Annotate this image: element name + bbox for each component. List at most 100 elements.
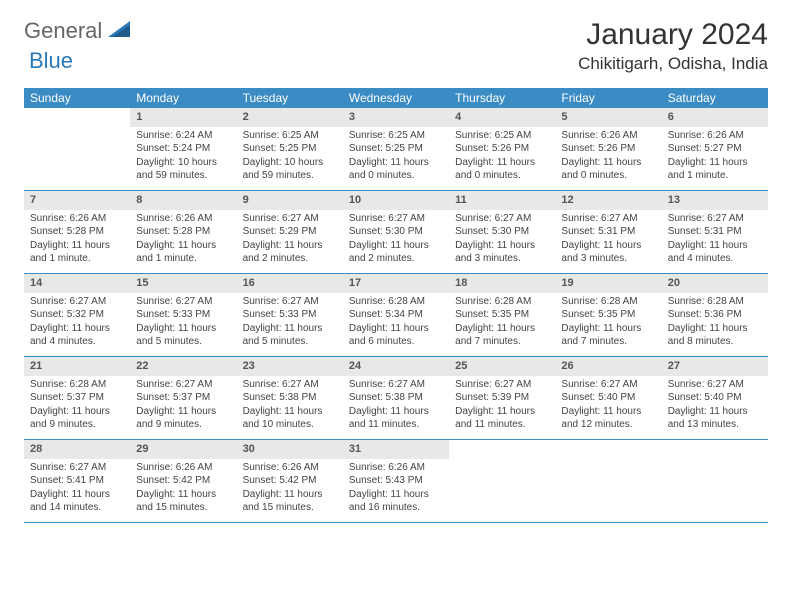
day-details: Sunrise: 6:26 AMSunset: 5:28 PMDaylight:…: [130, 210, 236, 272]
day-details: Sunrise: 6:28 AMSunset: 5:35 PMDaylight:…: [555, 293, 661, 355]
calendar-day-cell: 16Sunrise: 6:27 AMSunset: 5:33 PMDayligh…: [237, 274, 343, 356]
day-number: 6: [662, 108, 768, 127]
day-number: 10: [343, 191, 449, 210]
calendar-day-cell: 1Sunrise: 6:24 AMSunset: 5:24 PMDaylight…: [130, 108, 236, 190]
sunset-line: Sunset: 5:30 PM: [349, 225, 443, 239]
daylight-line: Daylight: 10 hours and 59 minutes.: [136, 156, 230, 183]
calendar-week-row: 28Sunrise: 6:27 AMSunset: 5:41 PMDayligh…: [24, 440, 768, 523]
day-details: Sunrise: 6:27 AMSunset: 5:38 PMDaylight:…: [343, 376, 449, 438]
daylight-line: Daylight: 11 hours and 8 minutes.: [668, 322, 762, 349]
day-details: Sunrise: 6:27 AMSunset: 5:41 PMDaylight:…: [24, 459, 130, 521]
daylight-line: Daylight: 11 hours and 14 minutes.: [30, 488, 124, 515]
sunrise-line: Sunrise: 6:26 AM: [349, 461, 443, 475]
sunset-line: Sunset: 5:37 PM: [30, 391, 124, 405]
sunset-line: Sunset: 5:39 PM: [455, 391, 549, 405]
day-details: Sunrise: 6:24 AMSunset: 5:24 PMDaylight:…: [130, 127, 236, 189]
day-number: 2: [237, 108, 343, 127]
day-details: Sunrise: 6:28 AMSunset: 5:37 PMDaylight:…: [24, 376, 130, 438]
month-title: January 2024: [578, 18, 768, 52]
sunrise-line: Sunrise: 6:24 AM: [136, 129, 230, 143]
daylight-line: Daylight: 11 hours and 3 minutes.: [455, 239, 549, 266]
day-number: 17: [343, 274, 449, 293]
day-details: Sunrise: 6:27 AMSunset: 5:29 PMDaylight:…: [237, 210, 343, 272]
daylight-line: Daylight: 11 hours and 11 minutes.: [455, 405, 549, 432]
calendar-day-cell: 23Sunrise: 6:27 AMSunset: 5:38 PMDayligh…: [237, 357, 343, 439]
daylight-line: Daylight: 11 hours and 16 minutes.: [349, 488, 443, 515]
sunset-line: Sunset: 5:38 PM: [349, 391, 443, 405]
title-block: January 2024 Chikitigarh, Odisha, India: [578, 18, 768, 74]
daylight-line: Daylight: 11 hours and 15 minutes.: [243, 488, 337, 515]
sunset-line: Sunset: 5:41 PM: [30, 474, 124, 488]
calendar-day-cell: 18Sunrise: 6:28 AMSunset: 5:35 PMDayligh…: [449, 274, 555, 356]
day-details: Sunrise: 6:28 AMSunset: 5:36 PMDaylight:…: [662, 293, 768, 355]
calendar-day-cell: 7Sunrise: 6:26 AMSunset: 5:28 PMDaylight…: [24, 191, 130, 273]
sunrise-line: Sunrise: 6:26 AM: [668, 129, 762, 143]
calendar-day-cell: 10Sunrise: 6:27 AMSunset: 5:30 PMDayligh…: [343, 191, 449, 273]
daylight-line: Daylight: 11 hours and 0 minutes.: [561, 156, 655, 183]
day-number: 26: [555, 357, 661, 376]
sunset-line: Sunset: 5:33 PM: [243, 308, 337, 322]
day-number: 8: [130, 191, 236, 210]
day-number: 29: [130, 440, 236, 459]
day-details: Sunrise: 6:27 AMSunset: 5:32 PMDaylight:…: [24, 293, 130, 355]
sunrise-line: Sunrise: 6:27 AM: [455, 212, 549, 226]
sunset-line: Sunset: 5:26 PM: [455, 142, 549, 156]
day-details: Sunrise: 6:27 AMSunset: 5:33 PMDaylight:…: [130, 293, 236, 355]
calendar-day-cell: 4Sunrise: 6:25 AMSunset: 5:26 PMDaylight…: [449, 108, 555, 190]
day-details: Sunrise: 6:27 AMSunset: 5:33 PMDaylight:…: [237, 293, 343, 355]
daylight-line: Daylight: 11 hours and 13 minutes.: [668, 405, 762, 432]
sunset-line: Sunset: 5:29 PM: [243, 225, 337, 239]
sunrise-line: Sunrise: 6:28 AM: [561, 295, 655, 309]
day-number: 19: [555, 274, 661, 293]
calendar-body: 1Sunrise: 6:24 AMSunset: 5:24 PMDaylight…: [24, 108, 768, 523]
calendar-day-cell: 21Sunrise: 6:28 AMSunset: 5:37 PMDayligh…: [24, 357, 130, 439]
daylight-line: Daylight: 11 hours and 15 minutes.: [136, 488, 230, 515]
sunset-line: Sunset: 5:26 PM: [561, 142, 655, 156]
day-number: 22: [130, 357, 236, 376]
day-details: Sunrise: 6:26 AMSunset: 5:26 PMDaylight:…: [555, 127, 661, 189]
day-number: 14: [24, 274, 130, 293]
weekday-header: Thursday: [449, 88, 555, 108]
weekday-header-row: SundayMondayTuesdayWednesdayThursdayFrid…: [24, 88, 768, 108]
daylight-line: Daylight: 11 hours and 7 minutes.: [455, 322, 549, 349]
daylight-line: Daylight: 11 hours and 7 minutes.: [561, 322, 655, 349]
day-number: 4: [449, 108, 555, 127]
day-number: 21: [24, 357, 130, 376]
daylight-line: Daylight: 11 hours and 0 minutes.: [455, 156, 549, 183]
sunrise-line: Sunrise: 6:27 AM: [349, 378, 443, 392]
sunrise-line: Sunrise: 6:26 AM: [136, 461, 230, 475]
sunset-line: Sunset: 5:40 PM: [668, 391, 762, 405]
day-number: 23: [237, 357, 343, 376]
weekday-header: Sunday: [24, 88, 130, 108]
calendar-day-cell: 28Sunrise: 6:27 AMSunset: 5:41 PMDayligh…: [24, 440, 130, 522]
location-subtitle: Chikitigarh, Odisha, India: [578, 54, 768, 74]
sunset-line: Sunset: 5:38 PM: [243, 391, 337, 405]
day-details: Sunrise: 6:26 AMSunset: 5:42 PMDaylight:…: [237, 459, 343, 521]
sunset-line: Sunset: 5:32 PM: [30, 308, 124, 322]
page-header: General January 2024 Chikitigarh, Odisha…: [24, 18, 768, 74]
day-number: 24: [343, 357, 449, 376]
day-details: Sunrise: 6:28 AMSunset: 5:34 PMDaylight:…: [343, 293, 449, 355]
calendar-day-cell: [662, 440, 768, 522]
daylight-line: Daylight: 11 hours and 4 minutes.: [30, 322, 124, 349]
calendar-day-cell: 19Sunrise: 6:28 AMSunset: 5:35 PMDayligh…: [555, 274, 661, 356]
sunset-line: Sunset: 5:28 PM: [136, 225, 230, 239]
calendar-day-cell: [449, 440, 555, 522]
daylight-line: Daylight: 11 hours and 2 minutes.: [349, 239, 443, 266]
daylight-line: Daylight: 11 hours and 1 minute.: [136, 239, 230, 266]
day-details: Sunrise: 6:27 AMSunset: 5:31 PMDaylight:…: [555, 210, 661, 272]
daylight-line: Daylight: 11 hours and 0 minutes.: [349, 156, 443, 183]
calendar-day-cell: 15Sunrise: 6:27 AMSunset: 5:33 PMDayligh…: [130, 274, 236, 356]
sunset-line: Sunset: 5:43 PM: [349, 474, 443, 488]
daylight-line: Daylight: 11 hours and 10 minutes.: [243, 405, 337, 432]
sunrise-line: Sunrise: 6:27 AM: [243, 295, 337, 309]
day-details: Sunrise: 6:27 AMSunset: 5:31 PMDaylight:…: [662, 210, 768, 272]
sunset-line: Sunset: 5:33 PM: [136, 308, 230, 322]
calendar-week-row: 14Sunrise: 6:27 AMSunset: 5:32 PMDayligh…: [24, 274, 768, 357]
calendar-week-row: 1Sunrise: 6:24 AMSunset: 5:24 PMDaylight…: [24, 108, 768, 191]
day-details: Sunrise: 6:28 AMSunset: 5:35 PMDaylight:…: [449, 293, 555, 355]
calendar-day-cell: 26Sunrise: 6:27 AMSunset: 5:40 PMDayligh…: [555, 357, 661, 439]
daylight-line: Daylight: 11 hours and 4 minutes.: [668, 239, 762, 266]
calendar-day-cell: 24Sunrise: 6:27 AMSunset: 5:38 PMDayligh…: [343, 357, 449, 439]
daylight-line: Daylight: 11 hours and 12 minutes.: [561, 405, 655, 432]
